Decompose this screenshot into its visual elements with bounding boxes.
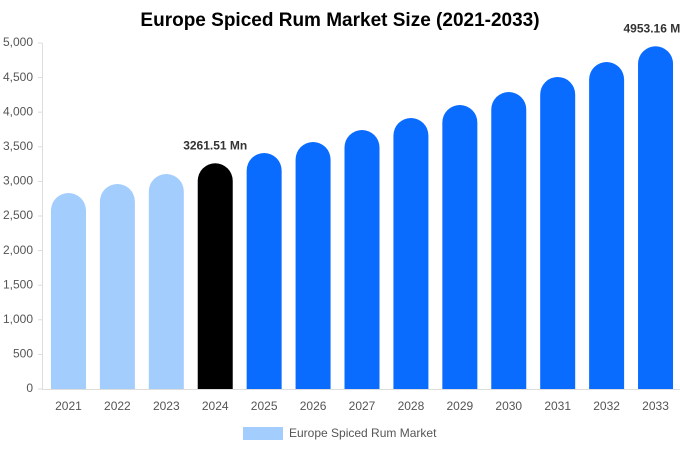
x-tick-label: 2023 (153, 399, 180, 413)
y-tick-label: 0 (26, 381, 33, 395)
bar (344, 129, 380, 389)
x-tick-label: 2025 (251, 399, 278, 413)
x-tick-label: 2024 (202, 399, 229, 413)
x-tick-label: 2028 (398, 399, 425, 413)
bar (99, 184, 135, 389)
bar (148, 173, 184, 389)
legend-swatch (243, 427, 283, 440)
bar (589, 62, 625, 389)
y-tick-label: 1,500 (3, 277, 33, 291)
bar (197, 163, 233, 389)
y-tick-label: 2,000 (3, 243, 33, 257)
bar (491, 91, 527, 390)
value-label: 4953.16 Mn (624, 21, 680, 35)
x-tick-label: 2027 (349, 399, 376, 413)
y-tick-label: 3,500 (3, 139, 33, 153)
legend-label: Europe Spiced Rum Market (289, 426, 437, 440)
bar (295, 142, 331, 389)
y-tick-label: 500 (13, 347, 33, 361)
x-tick-label: 2030 (495, 399, 522, 413)
value-label: 3261.51 Mn (183, 138, 247, 152)
x-tick-label: 2033 (642, 399, 669, 413)
bar (540, 76, 576, 389)
x-tick-label: 2022 (104, 399, 131, 413)
y-tick-label: 5,000 (3, 35, 33, 49)
bar (246, 153, 282, 389)
chart-title: Europe Spiced Rum Market Size (2021-2033… (140, 10, 539, 31)
y-tick-label: 1,000 (3, 312, 33, 326)
y-tick-label: 4,000 (3, 104, 33, 118)
bar (50, 193, 86, 389)
bar (638, 46, 674, 389)
x-tick-label: 2029 (446, 399, 473, 413)
x-tick-label: 2032 (593, 399, 620, 413)
bar (442, 105, 478, 389)
y-tick-label: 3,000 (3, 174, 33, 188)
bar (393, 118, 429, 389)
y-tick-label: 2,500 (3, 208, 33, 222)
y-tick-label: 4,500 (3, 70, 33, 84)
x-tick-label: 2021 (55, 399, 82, 413)
x-tick-label: 2026 (300, 399, 327, 413)
x-tick-label: 2031 (544, 399, 571, 413)
